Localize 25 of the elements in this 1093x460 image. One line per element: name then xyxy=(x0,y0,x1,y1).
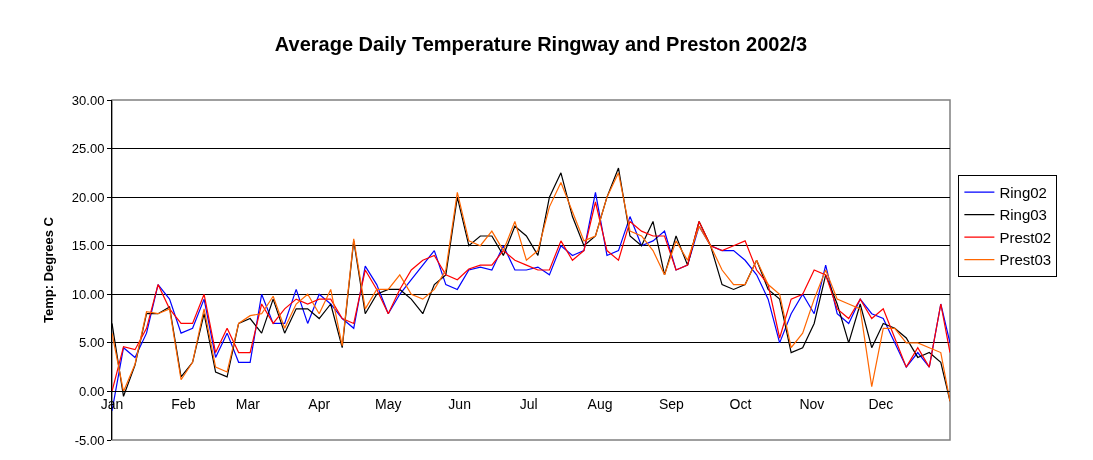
x-tick-label: Feb xyxy=(171,396,196,413)
x-tick-label: Dec xyxy=(868,396,894,413)
x-tick-label: Jul xyxy=(519,396,538,413)
x-tick-label: Aug xyxy=(587,396,613,413)
y-tick-label: 15.00 xyxy=(71,238,105,254)
legend-label: Prest03 xyxy=(999,251,1052,269)
legend-label: Prest02 xyxy=(999,228,1052,246)
y-tick-label: 20.00 xyxy=(71,189,105,205)
x-tick-label: May xyxy=(375,396,402,413)
y-tick-label: 10.00 xyxy=(71,286,105,302)
chart-title: Average Daily Temperature Ringway and Preston 2002/3 xyxy=(274,32,808,55)
y-tick-label: 25.00 xyxy=(71,141,105,157)
legend-label: Ring02 xyxy=(999,183,1047,201)
y-tick-label: 0.00 xyxy=(79,383,105,399)
x-tick-label: Jun xyxy=(448,396,471,413)
x-tick-label: Oct xyxy=(729,396,752,413)
y-axis-title: Temp: Degrees C xyxy=(40,216,56,323)
x-tick-label: Nov xyxy=(799,396,825,413)
y-tick-label: -5.00 xyxy=(74,432,105,448)
x-tick-label: Sep xyxy=(658,396,685,413)
y-tick-label: 30.00 xyxy=(71,92,105,108)
x-tick-label: Apr xyxy=(308,396,331,413)
legend-label: Ring03 xyxy=(999,206,1047,224)
y-tick-label: 5.00 xyxy=(79,335,105,351)
x-tick-label: Mar xyxy=(235,396,261,413)
